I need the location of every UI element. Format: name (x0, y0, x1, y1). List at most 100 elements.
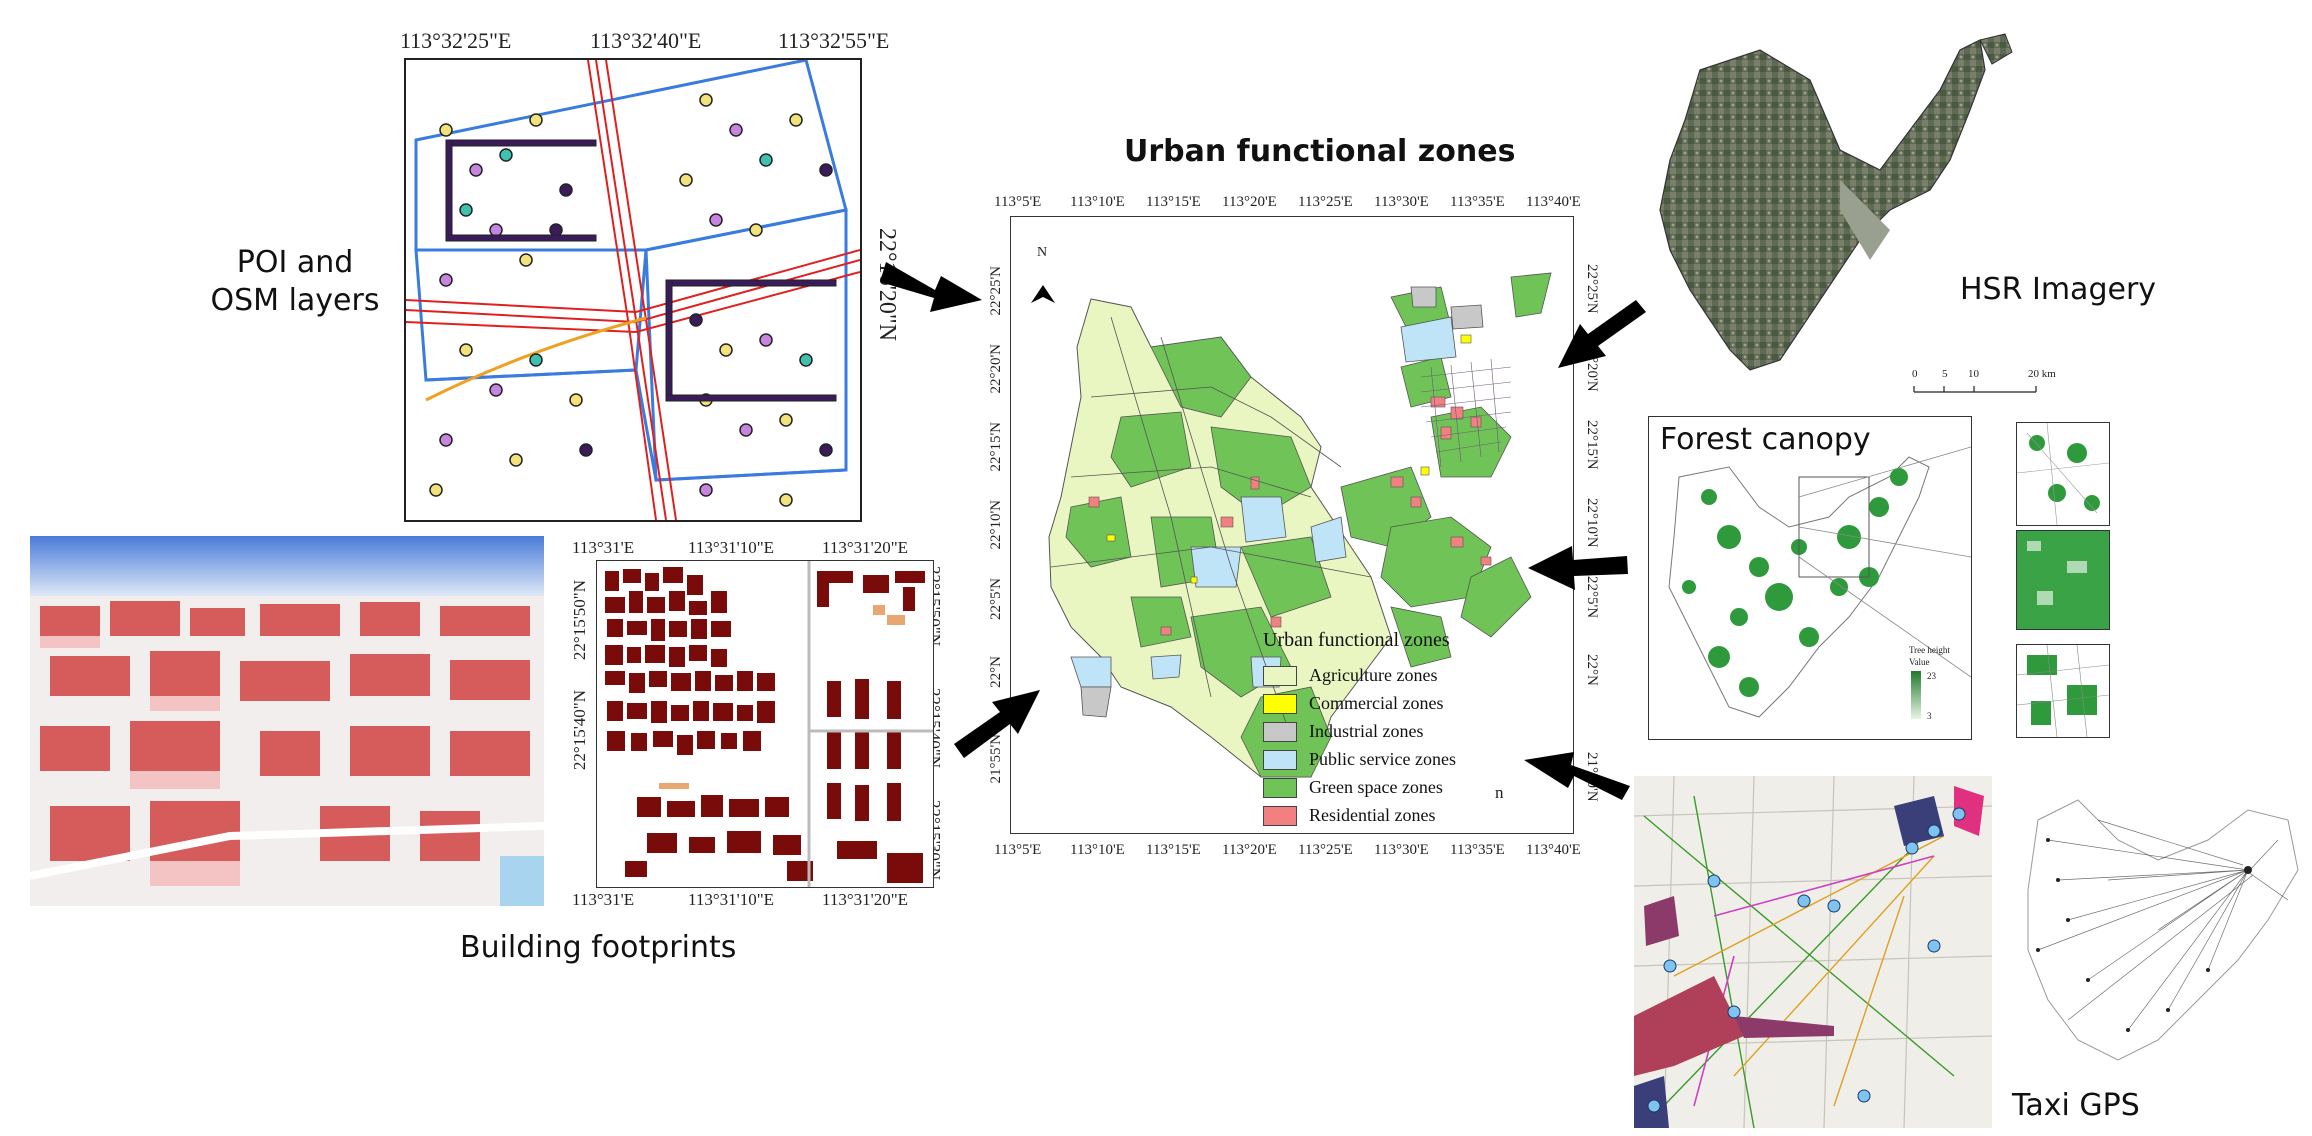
forest-legend-sub: Value (1909, 657, 1930, 667)
poi-map-graphic (406, 60, 860, 520)
poi-label-line2: OSM layers (210, 283, 380, 318)
center-top-tick-3: 113°15'E (1146, 194, 1201, 210)
center-right-tick-3: 22°15'N (1584, 420, 1600, 470)
legend-swatch-public-service (1263, 749, 1297, 770)
forest-inset-2 (2016, 530, 2110, 630)
legend-item-residential: Residential zones (1263, 805, 1435, 826)
poi-top-tick-2: 113°32'40"E (590, 28, 702, 53)
legend-swatch-commercial (1263, 693, 1297, 714)
forest-legend-max: 23 (1927, 671, 1936, 681)
center-bottom-tick-3: 113°15'E (1146, 842, 1201, 858)
center-top-tick-6: 113°30'E (1374, 194, 1429, 210)
center-left-tick-3: 22°15'N (988, 422, 1004, 472)
center-right-tick-7: 21°50'N (1584, 752, 1600, 802)
forest-inset-3-graphic (2017, 645, 2109, 737)
forest-scale-label-10: 10 (1968, 368, 1979, 380)
hsr-image (1640, 30, 2020, 400)
center-stray-label: n (1495, 783, 1504, 802)
building-top-tick-2: 113°31'10"E (688, 538, 775, 557)
legend-label-green-space: Green space zones (1309, 777, 1443, 797)
taxi-label: Taxi GPS (2012, 1088, 2140, 1123)
center-left-tick-5: 22°5'N (988, 578, 1004, 621)
building-footprint-graphic (597, 561, 933, 887)
building-bottom-tick-1: 113°31'E (572, 890, 635, 909)
center-top-tick-8: 113°40'E (1526, 194, 1581, 210)
taxi-trajectory-graphic (2027, 799, 2299, 1061)
center-bottom-tick-5: 113°25'E (1298, 842, 1353, 858)
poi-label-line1: POI and (236, 245, 354, 280)
forest-legend-title: Tree height (1909, 645, 1950, 655)
center-right-tick-5: 22°5'N (1584, 576, 1600, 619)
center-legend-title: Urban functional zones (1263, 629, 1450, 651)
hsr-image-graphic (1659, 33, 2013, 371)
forest-main-panel: Tree height Value 23 3 (1648, 416, 1972, 740)
taxi-od-panel (1634, 776, 1992, 1128)
center-title: Urban functional zones (1124, 134, 1516, 169)
north-arrow-icon (1031, 285, 1055, 303)
forest-legend: Tree height Value 23 3 (1909, 645, 1969, 735)
legend-label-agriculture: Agriculture zones (1309, 665, 1438, 685)
forest-inset-1-graphic (2017, 423, 2109, 525)
center-top-tick-4: 113°20'E (1222, 194, 1277, 210)
building-3d-panel (30, 536, 544, 906)
building-3d-graphic (30, 536, 544, 906)
legend-label-industrial: Industrial zones (1309, 721, 1424, 741)
legend-item-public-service: Public service zones (1263, 749, 1456, 770)
forest-legend-min: 3 (1927, 711, 1932, 721)
center-bottom-tick-7: 113°35'E (1450, 842, 1505, 858)
center-left-tick-6: 22°N (988, 656, 1004, 688)
legend-label-commercial: Commercial zones (1309, 693, 1444, 713)
north-label: N (1037, 245, 1048, 260)
center-bottom-tick-4: 113°20'E (1222, 842, 1277, 858)
center-bottom-tick-6: 113°30'E (1374, 842, 1429, 858)
legend-item-industrial: Industrial zones (1263, 721, 1423, 742)
center-map-panel: N n Urban functional zones Agriculture z… (1010, 216, 1574, 834)
forest-main-graphic (1668, 446, 1971, 718)
building-top-tick-3: 113°31'20"E (822, 538, 909, 557)
center-bottom-tick-2: 113°10'E (1070, 842, 1125, 858)
poi-map-panel (404, 58, 862, 522)
hsr-label: HSR Imagery (1960, 272, 2157, 307)
forest-inset-3 (2016, 644, 2110, 738)
center-right-tick-1: 22°25'N (1584, 264, 1600, 314)
building-top-tick-1: 113°31'E (572, 538, 635, 557)
legend-swatch-industrial (1263, 721, 1297, 742)
center-bottom-tick-1: 113°5'E (994, 842, 1042, 858)
poi-top-tick-3: 113°32'55"E (778, 28, 890, 53)
legend-swatch-green-space (1263, 777, 1297, 798)
center-top-tick-5: 113°25'E (1298, 194, 1353, 210)
center-bottom-tick-8: 113°40'E (1526, 842, 1581, 858)
forest-legend-ramp (1911, 671, 1921, 719)
forest-scale-bar-graphic (1913, 386, 2037, 393)
center-right-tick-2: 22°20'N (1584, 342, 1600, 392)
poi-label: POI and OSM layers (205, 244, 385, 320)
center-left-tick-1: 22°25'N (988, 266, 1004, 316)
legend-label-residential: Residential zones (1309, 805, 1436, 825)
legend-item-green-space: Green space zones (1263, 777, 1443, 798)
forest-scale-label-0: 0 (1912, 368, 1918, 380)
center-top-tick-2: 113°10'E (1070, 194, 1125, 210)
poi-right-tick: 22°16'20"N (874, 228, 900, 342)
poi-top-tick-1: 113°32'25"E (400, 28, 512, 53)
legend-label-public-service: Public service zones (1309, 749, 1456, 769)
building-left-tick-2: 22°15'40"N (570, 690, 589, 771)
building-caption: Building footprints (460, 930, 737, 965)
forest-scale-label-5: 5 (1942, 368, 1948, 380)
center-left-tick-7: 21°55'N (988, 734, 1004, 784)
forest-inset-2-graphic (2017, 531, 2109, 629)
forest-scale-label-20: 20 km (2028, 368, 2056, 380)
center-right-tick-4: 22°10'N (1584, 498, 1600, 548)
building-bottom-tick-3: 113°31'20"E (822, 890, 909, 909)
taxi-od-graphic (1634, 776, 1992, 1128)
center-left-tick-4: 22°10'N (988, 500, 1004, 550)
forest-inset-1 (2016, 422, 2110, 526)
taxi-trajectory-map (2008, 780, 2308, 1080)
center-right-tick-6: 22°N (1584, 654, 1600, 686)
legend-swatch-agriculture (1263, 665, 1297, 686)
legend-item-agriculture: Agriculture zones (1263, 665, 1437, 686)
building-footprint-panel (596, 560, 934, 888)
center-legend: Urban functional zones Agriculture zones… (1263, 629, 1563, 829)
center-top-tick-7: 113°35'E (1450, 194, 1505, 210)
building-left-tick-1: 22°15'50"N (570, 580, 589, 661)
forest-label: Forest canopy (1660, 422, 1871, 457)
